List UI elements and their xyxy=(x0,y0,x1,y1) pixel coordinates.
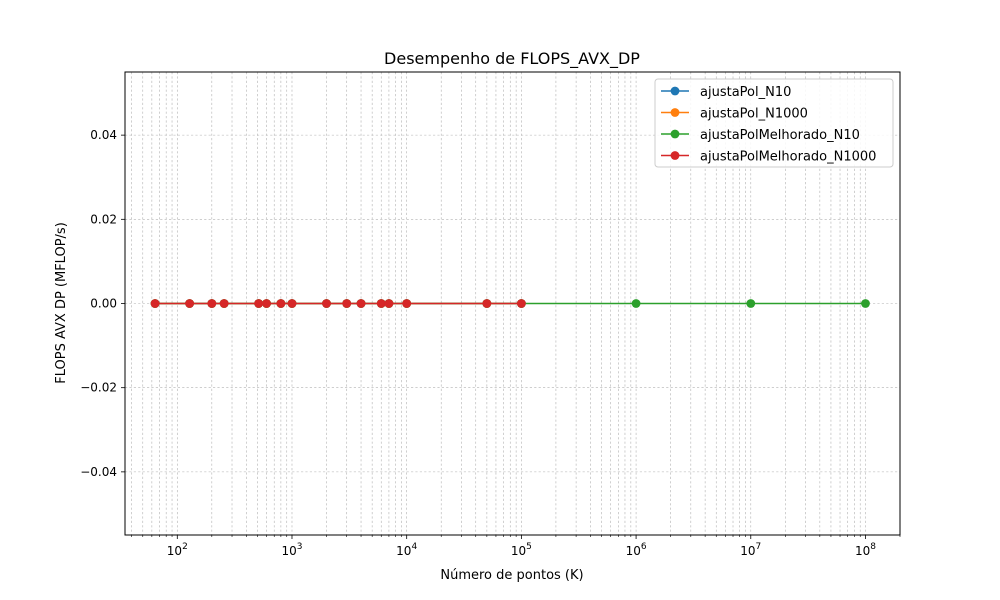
series-ajustaPolMelhorado_N1000 xyxy=(150,299,526,308)
y-axis-label: FLOPS AVX DP (MFLOP/s) xyxy=(54,222,69,384)
data-point xyxy=(185,299,194,308)
x-axis-ticks: 102 103 104 105 106 107 108 xyxy=(131,535,901,558)
data-point xyxy=(287,299,297,308)
data-point xyxy=(276,299,286,308)
x-tick-label: 104 xyxy=(396,542,417,558)
data-point xyxy=(342,299,352,308)
data-point xyxy=(207,299,217,308)
x-tick-label: 107 xyxy=(740,542,761,558)
y-tick-label: −0.02 xyxy=(80,381,117,395)
y-tick-label: 0.00 xyxy=(90,297,117,311)
legend-box xyxy=(654,78,894,168)
legend-item: ajustaPolMelhorado_N1000 xyxy=(661,150,876,165)
legend-marker xyxy=(670,129,680,139)
x-tick-label: 108 xyxy=(855,542,876,558)
x-tick-label: 106 xyxy=(626,542,647,558)
data-point xyxy=(356,299,366,308)
data-point xyxy=(384,299,394,308)
legend-item: ajustaPol_N10 xyxy=(661,85,791,100)
y-tick-label: 0.02 xyxy=(90,212,117,226)
legend-marker xyxy=(670,86,680,96)
data-point xyxy=(219,299,229,308)
data-point xyxy=(516,299,526,308)
data-point xyxy=(402,299,412,308)
data-point xyxy=(150,299,160,308)
data-point xyxy=(376,299,386,308)
legend-label: ajustaPol_N10 xyxy=(700,85,791,100)
x-tick-label: 102 xyxy=(167,542,188,558)
legend-marker xyxy=(670,151,680,160)
series-layer xyxy=(150,299,870,308)
x-tick-label: 105 xyxy=(511,542,532,558)
legend-label: ajustaPolMelhorado_N1000 xyxy=(700,150,876,165)
legend-label: ajustaPol_N1000 xyxy=(700,107,808,122)
x-axis-label: Número de pontos (K) xyxy=(440,568,583,583)
y-tick-label: −0.04 xyxy=(80,465,117,479)
data-point xyxy=(482,299,492,308)
data-point xyxy=(631,299,641,308)
legend-item: ajustaPol_N1000 xyxy=(661,107,808,122)
data-point xyxy=(322,299,331,308)
y-axis-ticks: 0.04 0.02 0.00 −0.02 −0.04 xyxy=(80,128,125,479)
data-point xyxy=(254,299,264,308)
chart-title: Desempenho de FLOPS_AVX_DP xyxy=(384,49,640,69)
data-point xyxy=(861,299,870,308)
legend-item: ajustaPolMelhorado_N10 xyxy=(661,128,860,143)
legend-label: ajustaPolMelhorado_N10 xyxy=(700,128,860,143)
y-tick-label: 0.04 xyxy=(90,128,117,142)
legend: ajustaPol_N10 ajustaPol_N1000 ajustaPolMel… xyxy=(654,78,894,168)
x-tick-label: 103 xyxy=(281,542,302,558)
data-point xyxy=(262,299,271,308)
legend-marker xyxy=(670,108,680,117)
data-point xyxy=(746,299,756,308)
